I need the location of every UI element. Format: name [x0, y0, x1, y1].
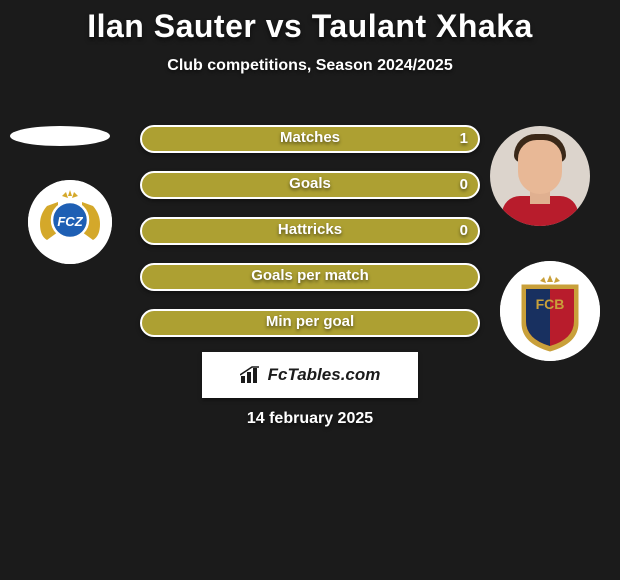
stats-container: Matches 1 Goals 0 Hattricks 0 Goals per … [140, 125, 480, 355]
bars-icon [240, 366, 262, 384]
branding-badge: FcTables.com [202, 352, 418, 398]
stat-row-min-per-goal: Min per goal [140, 309, 480, 337]
stat-value-right: 0 [460, 176, 468, 193]
stat-row-goals: Goals 0 [140, 171, 480, 199]
stat-label: Min per goal [142, 313, 478, 330]
stat-row-matches: Matches 1 [140, 125, 480, 153]
subtitle: Club competitions, Season 2024/2025 [0, 57, 620, 75]
svg-text:FCB: FCB [536, 296, 565, 312]
club-right-badge: FCB [500, 261, 600, 361]
svg-text:FCZ: FCZ [57, 214, 83, 229]
stat-label: Goals per match [142, 267, 478, 284]
stat-label: Hattricks [142, 221, 478, 238]
stat-value-right: 1 [460, 130, 468, 147]
page-title: Ilan Sauter vs Taulant Xhaka [0, 0, 620, 45]
club-left-badge: FCZ [28, 180, 112, 264]
stat-label: Goals [142, 175, 478, 192]
player-left-photo [10, 126, 110, 146]
player-right-photo [490, 126, 590, 226]
date-text: 14 february 2025 [0, 410, 620, 428]
stat-row-goals-per-match: Goals per match [140, 263, 480, 291]
stat-row-hattricks: Hattricks 0 [140, 217, 480, 245]
stat-label: Matches [142, 129, 478, 146]
stat-value-right: 0 [460, 222, 468, 239]
branding-text: FcTables.com [268, 365, 381, 385]
